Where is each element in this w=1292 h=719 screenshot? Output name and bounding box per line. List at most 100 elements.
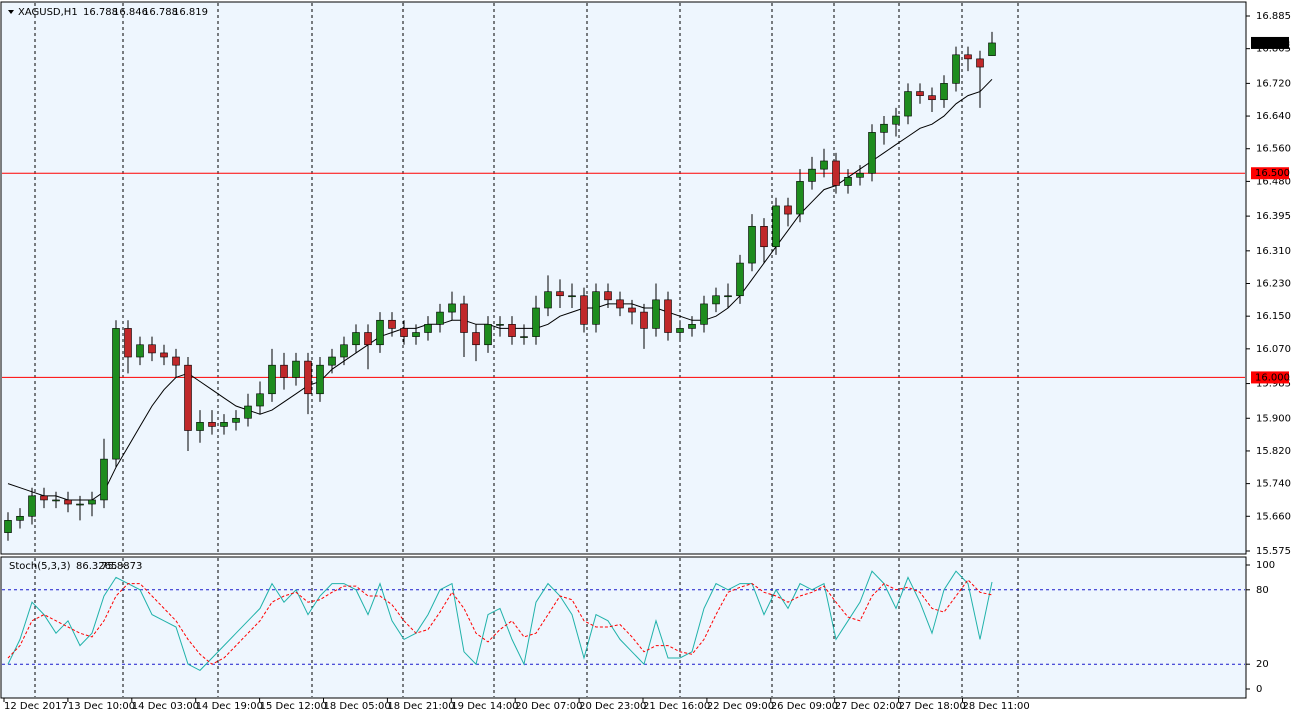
candle-body [160,352,168,358]
candle-body [760,226,768,248]
plot-layer [2,3,1245,697]
candle-body [460,303,468,333]
price-label-box [1251,36,1289,49]
x-tick-label: 26 Dec 09:00 [771,701,838,712]
candle-body [880,123,888,133]
level-label: 16.500 [1255,168,1290,179]
high-value: 16.846 [113,7,148,18]
stoch-name: Stoch(5,3,3) [9,561,71,572]
candle-body [388,319,396,329]
candle-body [820,160,828,170]
candle-body [928,95,936,101]
stoch-panel [0,556,1247,699]
candle-body [556,291,564,297]
y-tick-label: 16.395 [1256,211,1291,222]
candle-body [4,520,12,533]
y-tick-label: 15.660 [1256,511,1291,522]
stoch-signal-line [7,579,993,665]
candle-body [100,458,108,501]
y-tick-label: 15.575 [1256,546,1291,557]
candle-body [604,291,612,301]
candle-body [688,324,696,329]
level-label-box [1251,167,1289,180]
candle-body [664,299,672,333]
candle-body [148,344,156,354]
x-tick-label: 14 Dec 19:00 [196,701,263,712]
open-value: 16.788 [83,7,118,18]
candle-body [376,319,384,346]
candle-body [484,324,492,346]
candle-body [436,311,444,325]
candle-body [892,115,900,125]
candle-body [844,177,852,186]
x-tick-label: 20 Dec 23:00 [579,701,646,712]
candle-body [520,336,528,338]
candle-body [364,332,372,346]
candle-body [268,364,276,395]
candle-body [952,54,960,84]
x-tick-label: 28 Dec 11:00 [963,701,1030,712]
candle-body [652,299,660,329]
menu-arrow [8,10,14,14]
candle-body [700,303,708,325]
candle-body [184,364,192,431]
x-tick-label: 18 Dec 05:00 [324,701,391,712]
x-tick-label: 21 Dec 16:00 [643,701,710,712]
candle-body [616,299,624,309]
candle-body [472,332,480,346]
candle-body [676,328,684,333]
candle-body [508,324,516,337]
candle-body [88,499,96,505]
candle-body [640,311,648,329]
x-tick-label: 18 Dec 21:00 [387,701,454,712]
candle-body [784,205,792,215]
candle-body [292,360,300,378]
y-tick-label: 16.230 [1256,279,1291,290]
x-tick-label: 22 Dec 09:00 [707,701,774,712]
candle-body [64,499,72,505]
candle-body [424,324,432,333]
stoch-signal-value: 75.8873 [101,561,142,572]
x-tick-label: 14 Dec 03:00 [132,701,199,712]
candle-body [136,344,144,358]
candle-body [412,332,420,337]
candle-body [232,417,240,423]
x-tick-label: 20 Dec 07:00 [515,701,582,712]
candle-body [196,422,204,431]
candle-body [16,515,24,521]
candle-body [796,181,804,215]
candle-body [748,226,756,264]
candle-body [112,328,120,460]
candle-body [592,291,600,325]
x-tick-label: 27 Dec 02:00 [835,701,902,712]
candle-body [304,360,312,395]
stoch-y-tick-label: 100 [1256,560,1275,571]
close-value: 16.819 [173,7,208,18]
candle-body [940,83,948,101]
x-tick-label: 27 Dec 18:00 [899,701,966,712]
candle-body [496,324,504,326]
candle-body [712,295,720,305]
y-tick-label: 15.740 [1256,479,1291,490]
y-tick-label: 15.820 [1256,446,1291,457]
candle-body [580,295,588,325]
candle-body [724,295,732,298]
y-tick-label: 16.885 [1256,11,1291,22]
price-label: 16.819 [1255,38,1290,49]
candle-body [916,91,924,96]
candle-body [352,332,360,346]
y-tick-label: 16.070 [1256,344,1291,355]
y-tick-label: 16.480 [1256,176,1291,187]
candle-body [28,495,36,517]
y-tick-label: 16.150 [1256,311,1291,322]
candle-body [280,364,288,378]
candle-body [532,307,540,337]
candle-body [340,344,348,358]
candle-body [244,405,252,419]
x-tick-label: 15 Dec 12:00 [260,701,327,712]
candle-body [124,328,132,358]
level-label: 16.000 [1255,372,1290,383]
stoch-y-tick-label: 0 [1256,684,1262,695]
candle-body [316,364,324,395]
